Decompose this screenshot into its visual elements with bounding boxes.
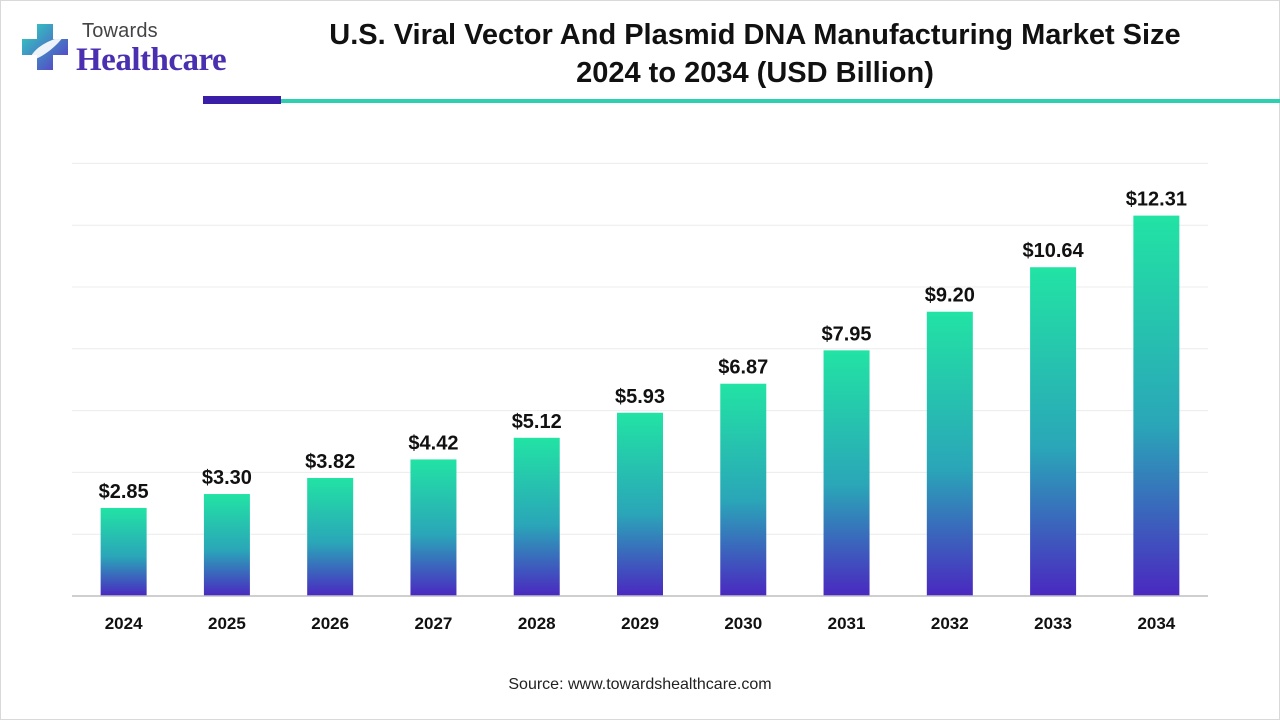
x-tick-label-2025: 2025 [208, 614, 246, 633]
bar-2027 [410, 459, 457, 596]
chart-title-line2: 2024 to 2034 (USD Billion) [576, 57, 934, 89]
chart-title-line1: U.S. Viral Vector And Plasmid DNA Manufa… [329, 19, 1181, 51]
value-label-2026: $3.82 [305, 451, 355, 473]
value-label-2031: $7.95 [822, 323, 872, 345]
bar-2029 [617, 412, 663, 596]
title-rule-accent [203, 96, 281, 104]
value-label-2030: $6.87 [718, 357, 768, 379]
bar-2026 [307, 477, 354, 596]
value-label-2028: $5.12 [512, 411, 562, 433]
plus-cross-leaf-icon [22, 24, 68, 70]
source-note: Source: www.towardshealthcare.com [508, 676, 772, 693]
x-tick-label-2030: 2030 [724, 614, 762, 633]
value-label-2024: $2.85 [99, 481, 149, 503]
bar-2025 [203, 494, 250, 596]
x-tick-label-2026: 2026 [311, 614, 349, 633]
value-label-2029: $5.93 [615, 386, 665, 408]
x-tick-label-2028: 2028 [518, 614, 556, 633]
chart-title: U.S. Viral Vector And Plasmid DNA Manufa… [280, 16, 1230, 92]
bar-2034 [1133, 215, 1180, 596]
x-tick-label-2031: 2031 [828, 614, 866, 633]
value-label-2032: $9.20 [925, 285, 975, 307]
bar-2031 [823, 350, 870, 596]
bar-2024 [100, 507, 147, 596]
x-tick-label-2034: 2034 [1137, 614, 1175, 633]
brand-logo: Towards Healthcare [20, 18, 240, 88]
value-labels: $2.85 $3.30 $3.82 $4.42 $5.12 $5.93 $6.87 $7.95… [99, 189, 1187, 503]
x-tick-labels: 2024 2025 2026 2027 2028 2029 2030 2031 2032 2033… [105, 614, 1176, 633]
bars [100, 215, 1180, 596]
bar-2030 [720, 383, 767, 596]
logo-top-text: Towards [82, 20, 158, 42]
title-rule [281, 99, 1280, 103]
bar-2028 [513, 437, 560, 596]
logo-main-text: Healthcare [76, 42, 227, 78]
value-label-2034: $12.31 [1126, 189, 1187, 211]
x-tick-label-2027: 2027 [415, 614, 453, 633]
bar-2033 [1030, 267, 1077, 596]
x-tick-label-2033: 2033 [1034, 614, 1072, 633]
bar-2032 [926, 311, 973, 596]
value-label-2025: $3.30 [202, 467, 252, 489]
value-label-2033: $10.64 [1023, 240, 1085, 262]
value-label-2027: $4.42 [408, 432, 458, 454]
x-tick-label-2032: 2032 [931, 614, 969, 633]
x-tick-label-2024: 2024 [105, 614, 143, 633]
x-tick-label-2029: 2029 [621, 614, 659, 633]
